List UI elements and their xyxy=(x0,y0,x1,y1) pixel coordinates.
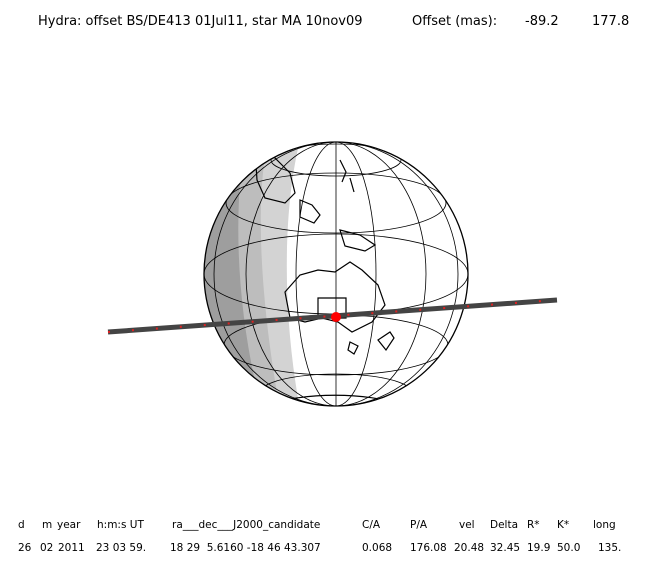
title: Hydra: offset BS/DE413 01Jul11, star MA … xyxy=(38,14,363,29)
column-header: vel xyxy=(459,519,475,531)
column-header: year xyxy=(57,519,81,531)
table-cell: 32.45 xyxy=(490,542,520,554)
table-cell: 18 29 5.6160 -18 46 43.307 xyxy=(170,542,321,554)
table-cell: 20.48 xyxy=(454,542,484,554)
column-header: d xyxy=(18,519,25,531)
table-cell: 50.0 xyxy=(557,542,580,554)
column-header: Delta xyxy=(490,519,518,531)
offset-x: -89.2 xyxy=(525,14,559,29)
table-cell: 23 03 59. xyxy=(96,542,146,554)
globe-outline xyxy=(203,141,469,407)
column-header: R* xyxy=(527,519,540,531)
column-header: C/A xyxy=(362,519,381,531)
table-cell: 135. xyxy=(598,542,621,554)
column-header: long xyxy=(593,519,616,531)
table-cell: 0.068 xyxy=(362,542,392,554)
center-point xyxy=(331,312,341,322)
column-header: h:m:s UT xyxy=(97,519,144,531)
column-header: K* xyxy=(557,519,569,531)
column-header: m xyxy=(42,519,52,531)
table-cell: 2011 xyxy=(58,542,85,554)
offset-label: Offset (mas): xyxy=(412,14,497,29)
table-cell: 02 xyxy=(40,542,53,554)
column-header: ra___dec___J2000_candidate xyxy=(172,519,320,531)
column-header: P/A xyxy=(410,519,428,531)
table-cell: 26 xyxy=(18,542,32,554)
offset-y: 177.8 xyxy=(592,14,629,29)
table-cell: 176.08 xyxy=(410,542,447,554)
table-cell: 19.9 xyxy=(527,542,550,554)
event-table: d m year h:m:s UT ra___dec___J2000_candidate… xyxy=(18,519,621,554)
